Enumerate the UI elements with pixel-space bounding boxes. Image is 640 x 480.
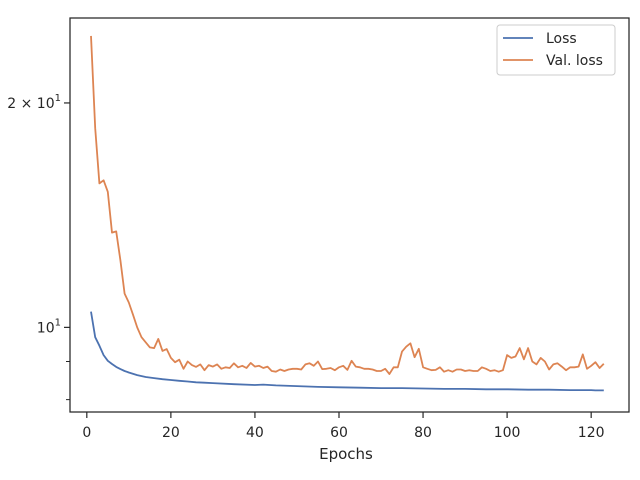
legend-label-1: Val. loss bbox=[546, 53, 603, 69]
legend-label-0: Loss bbox=[546, 31, 577, 47]
plot-background bbox=[70, 18, 629, 412]
x-tick-label: 0 bbox=[82, 425, 91, 441]
series-line-0 bbox=[90, 311, 604, 392]
x-tick-label: 40 bbox=[246, 425, 264, 441]
x-axis-label: Epochs bbox=[319, 445, 373, 463]
x-tick-label: 20 bbox=[162, 425, 180, 441]
legend: Loss Val. loss bbox=[496, 24, 616, 76]
x-tick-label: 120 bbox=[578, 425, 605, 441]
y-axis-ticks: 101 2 × 101 bbox=[7, 93, 70, 401]
y-tick-label: 101 bbox=[37, 317, 61, 336]
x-tick-label: 80 bbox=[414, 425, 432, 441]
x-tick-label: 100 bbox=[494, 425, 521, 441]
x-axis-ticks: 0 20 40 60 80 100 120 bbox=[82, 412, 605, 441]
y-tick-label: 2 × 101 bbox=[7, 93, 61, 112]
plot-frame bbox=[69, 17, 630, 413]
series-line-1 bbox=[90, 35, 605, 375]
series-lines bbox=[90, 35, 605, 392]
x-tick-label: 60 bbox=[330, 425, 348, 441]
